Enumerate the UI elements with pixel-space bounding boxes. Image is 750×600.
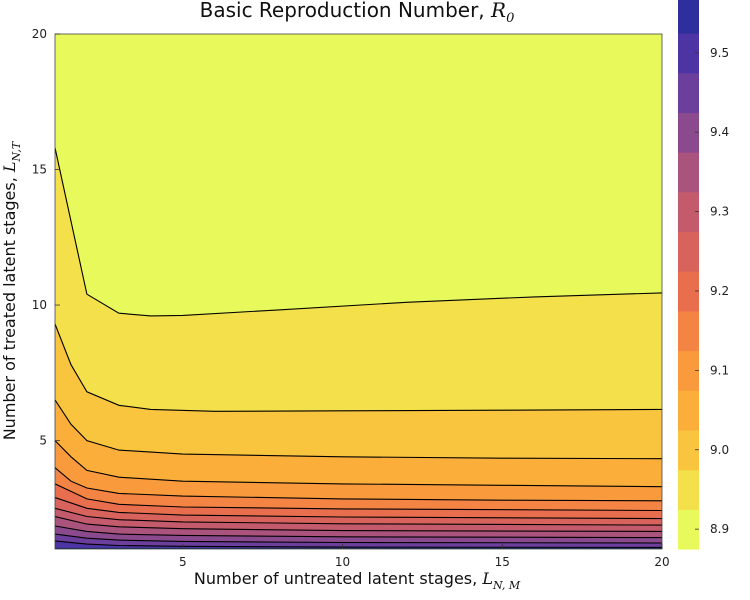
y-axis-label: Number of treated latent stages, LN,T (0, 140, 23, 440)
x-tick-label: 15 (495, 555, 510, 569)
contour-line-5 (55, 483, 662, 512)
colorbar-swatch-11 (678, 72, 699, 113)
colorbar-tick-label: 9.1 (710, 363, 729, 377)
colorbar-tick-label: 9.4 (710, 125, 729, 139)
x-tick-label: 10 (335, 555, 350, 569)
contour-line-11 (55, 540, 662, 548)
colorbar-swatch-12 (678, 33, 699, 74)
contour-line-6 (55, 496, 662, 520)
colorbar-swatch-9 (678, 152, 699, 193)
colorbar-swatch-5 (678, 310, 699, 352)
y-tick-label: 15 (32, 163, 47, 177)
contour-line-7 (55, 507, 662, 526)
colorbar: 8.9 9.0 9.1 9.2 9.3 9.4 9.5 (678, 0, 729, 550)
colorbar-tick-label: 8.9 (710, 522, 729, 536)
y-tick-label: 20 (32, 27, 47, 41)
colorbar-swatch-8 (678, 191, 699, 233)
contour-line-9 (55, 525, 662, 539)
colorbar-swatch-6 (678, 271, 699, 312)
contour-line-10 (55, 533, 662, 544)
colorbar-tick-label: 9.5 (710, 46, 729, 60)
x-axis-label: Number of untreated latent stages, LN, M (194, 569, 521, 592)
band-fill-12 (55, 540, 662, 549)
colorbar-tick-label: 9.0 (710, 443, 729, 457)
colorbar-swatch-2 (678, 429, 699, 471)
contour-line-1 (55, 323, 662, 412)
y-tick-label: 5 (39, 434, 47, 448)
band-fill-min (55, 547, 662, 549)
x-tick-label: 5 (179, 555, 187, 569)
colorbar-tick-label: 9.3 (710, 205, 729, 219)
x-tick-label: 20 (654, 555, 669, 569)
plot-area (55, 34, 662, 549)
contour-line-8 (55, 515, 662, 532)
band-fill-11 (55, 534, 662, 549)
colorbar-swatch-7 (678, 231, 699, 272)
colorbar-swatch-3 (678, 390, 699, 431)
colorbar-swatch-4 (678, 350, 699, 391)
contour-line-4 (55, 467, 662, 502)
colorbar-swatch-0 (678, 509, 699, 550)
plot-frame (54, 33, 663, 550)
contour-line-2 (55, 399, 662, 460)
chart-title: Basic Reproduction Number, R0 (200, 0, 515, 26)
colorbar-tick-label: 9.2 (710, 284, 729, 298)
colorbar-swatch-10 (678, 112, 699, 153)
contour-line-3 (55, 440, 662, 488)
colorbar-swatch-1 (678, 469, 699, 510)
y-tick-label: 10 (32, 298, 47, 312)
axes: 5 10 15 20 5 10 15 20 (32, 27, 670, 569)
colorbar-swatch-13 (678, 0, 699, 34)
contour-line-0 (55, 147, 662, 317)
